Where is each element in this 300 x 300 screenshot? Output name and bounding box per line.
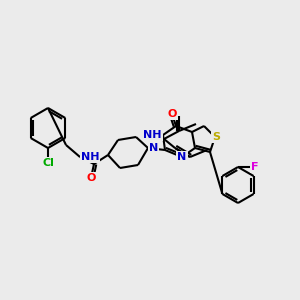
- Text: O: O: [167, 109, 177, 119]
- Text: F: F: [251, 162, 259, 172]
- Text: S: S: [212, 132, 220, 142]
- Text: Cl: Cl: [42, 158, 54, 168]
- Text: NH: NH: [143, 130, 162, 140]
- Text: N: N: [149, 143, 158, 153]
- Text: NH: NH: [81, 152, 100, 162]
- Text: O: O: [86, 173, 96, 183]
- Text: N: N: [177, 152, 187, 162]
